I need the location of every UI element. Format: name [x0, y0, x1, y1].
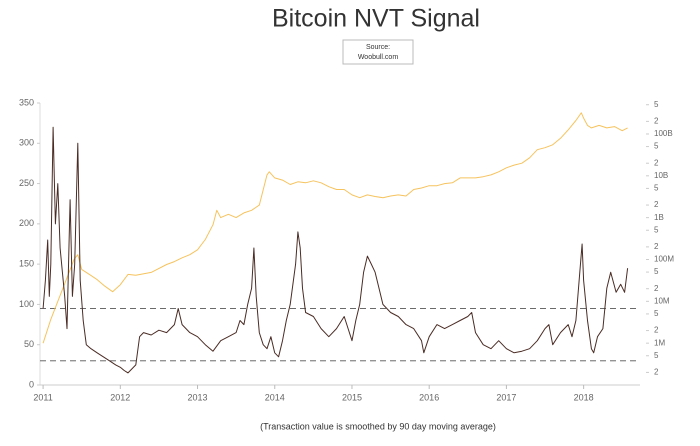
y2-tick-label: 2: [654, 158, 659, 167]
y2-tick-label: 5: [654, 184, 659, 193]
y2-tick-label: 5: [654, 309, 659, 318]
y2-tick-label: 100M: [654, 255, 674, 264]
x-tick-label: 2014: [265, 392, 285, 402]
y2-tick-label: 10M: [654, 296, 670, 305]
y2-tick-label: 2: [654, 242, 659, 251]
y-tick-label: 300: [19, 138, 34, 148]
y2-tick-label: 1B: [654, 213, 664, 222]
y-tick-label: 350: [19, 97, 34, 107]
y2-tick-label: 10B: [654, 171, 668, 180]
chart-title: Bitcoin NVT Signal: [272, 5, 480, 33]
y2-tick-label: 5: [654, 267, 659, 276]
y-tick-label: 50: [24, 339, 34, 349]
y2-tick-label: 1M: [654, 338, 665, 347]
y2-tick-label: 2: [654, 116, 659, 125]
y2-tick-label: 5: [654, 225, 659, 234]
source-link: Woobull.com: [358, 54, 399, 61]
x-tick-label: 2017: [496, 392, 516, 402]
source-label: Source:: [366, 44, 390, 51]
y-tick-label: 200: [19, 218, 34, 228]
x-tick-label: 2012: [110, 392, 130, 402]
x-tick-label: 2016: [419, 392, 439, 402]
y-tick-label: 250: [19, 178, 34, 188]
y2-tick-label: 2: [654, 200, 659, 209]
y2-tick-label: 100B: [654, 129, 673, 138]
y2-tick-label: 5: [654, 100, 659, 109]
series-line: [42, 112, 628, 344]
y2-tick-label: 5: [654, 351, 659, 360]
series-line: [42, 126, 629, 374]
x-tick-label: 2013: [188, 392, 208, 402]
y-tick-label: 150: [19, 259, 34, 269]
x-tick-label: 2011: [33, 392, 52, 402]
y2-tick-label: 5: [654, 142, 659, 151]
footnote: (Transaction value is smoothed by 90 day…: [260, 421, 496, 431]
x-tick-label: 2018: [574, 392, 594, 402]
y-tick-label: 100: [19, 299, 34, 309]
y2-tick-label: 2: [654, 284, 659, 293]
source-box: [342, 39, 414, 65]
y-tick-label: 0: [29, 379, 34, 389]
y2-tick-label: 2: [654, 326, 659, 335]
y2-tick-label: 2: [654, 368, 659, 377]
x-tick-label: 2015: [342, 392, 362, 402]
